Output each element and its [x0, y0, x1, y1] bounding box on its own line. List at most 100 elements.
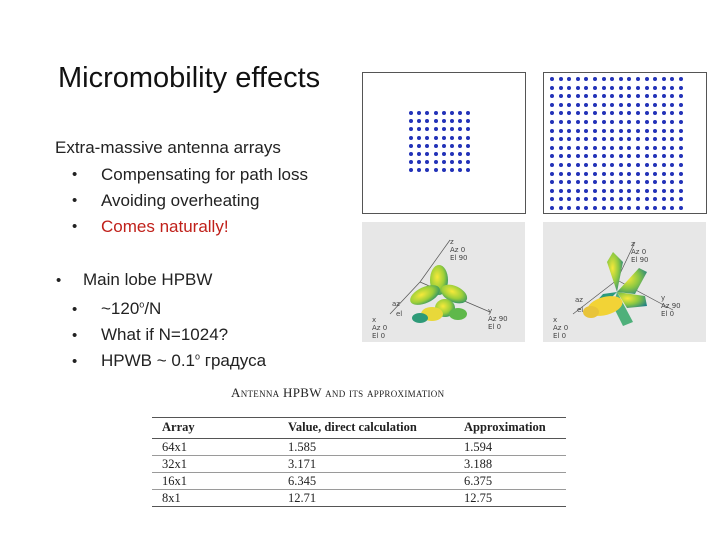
- antenna-element: [679, 163, 683, 167]
- antenna-element: [441, 143, 446, 148]
- antenna-element: [417, 160, 422, 165]
- antenna-element: [567, 197, 572, 202]
- antenna-element: [661, 188, 666, 193]
- table-caption: Antenna HPBW and its approximation: [231, 385, 445, 400]
- antenna-element: [558, 120, 563, 124]
- antenna-element: [433, 160, 438, 165]
- antenna-element: [409, 160, 413, 165]
- antenna-element: [567, 188, 572, 193]
- antenna-element: [550, 188, 554, 193]
- section2-item-1: ~120o/N: [101, 299, 162, 318]
- header-approx: Approximation: [454, 417, 566, 439]
- antenna-element: [558, 94, 563, 99]
- antenna-element: [567, 102, 572, 107]
- antenna-element: [618, 77, 623, 81]
- pattern-right-az0: Az 0: [631, 248, 647, 256]
- antenna-element: [644, 206, 649, 210]
- pattern-right-el0: El 0: [661, 310, 675, 318]
- antenna-element: [466, 168, 471, 173]
- antenna-element: [644, 137, 649, 142]
- antenna-element: [670, 102, 675, 107]
- antenna-element: [601, 137, 606, 142]
- antenna-element: [610, 77, 615, 81]
- antenna-element: [618, 171, 623, 176]
- section1-heading: Extra-massive antenna arrays: [55, 138, 281, 157]
- bullet-2-main: •: [56, 272, 62, 289]
- antenna-element: [618, 206, 623, 210]
- antenna-element: [653, 128, 658, 133]
- antenna-element: [593, 77, 597, 81]
- antenna-element: [644, 128, 649, 133]
- antenna-element: [425, 152, 430, 156]
- antenna-element: [458, 168, 463, 173]
- antenna-element: [584, 137, 589, 142]
- antenna-element: [575, 77, 580, 81]
- antenna-element: [644, 154, 649, 159]
- bullet-2-2: •: [72, 327, 78, 344]
- hpbw-table: Array Value, direct calculation Approxim…: [152, 417, 566, 507]
- header-array: Array: [152, 417, 278, 439]
- bullet-1-2: •: [72, 192, 78, 209]
- antenna-element: [458, 143, 463, 148]
- antenna-element: [466, 135, 471, 140]
- antenna-element: [601, 171, 606, 176]
- antenna-element: [558, 206, 563, 210]
- antenna-element: [661, 145, 666, 150]
- antenna-element: [567, 145, 572, 150]
- antenna-element: [593, 94, 597, 99]
- antenna-element: [601, 120, 606, 124]
- antenna-element: [670, 171, 675, 176]
- antenna-element: [636, 94, 640, 99]
- antenna-element: [458, 119, 463, 124]
- antenna-element: [653, 120, 658, 124]
- small-array-panel: [362, 72, 526, 214]
- pattern-left-az0: Az 0: [450, 246, 466, 254]
- antenna-element: [593, 145, 597, 150]
- antenna-element: [636, 85, 640, 90]
- antenna-element: [679, 154, 683, 159]
- antenna-element: [550, 197, 554, 202]
- table-row: 32x1 3.171 3.188: [152, 455, 566, 473]
- antenna-element: [575, 171, 580, 176]
- pattern-left-el-label: el: [396, 310, 403, 318]
- antenna-element: [441, 152, 446, 156]
- antenna-element: [618, 120, 623, 124]
- antenna-element: [593, 111, 597, 116]
- antenna-element: [450, 111, 454, 115]
- antenna-element: [558, 77, 563, 81]
- antenna-element: [409, 127, 413, 132]
- antenna-element: [441, 168, 446, 173]
- antenna-element: [550, 128, 554, 133]
- antenna-element: [679, 85, 683, 90]
- antenna-element: [661, 137, 666, 142]
- cell-array: 32x1: [152, 455, 278, 473]
- antenna-element: [417, 119, 422, 124]
- antenna-element: [584, 206, 589, 210]
- antenna-element: [670, 111, 675, 116]
- antenna-element: [610, 128, 615, 133]
- pattern-left-z: z: [450, 238, 454, 246]
- antenna-element: [584, 111, 589, 116]
- antenna-element: [627, 188, 632, 193]
- antenna-element: [593, 120, 597, 124]
- bullet-1-3: •: [72, 218, 78, 235]
- antenna-element: [550, 94, 554, 99]
- antenna-element: [558, 180, 563, 185]
- antenna-element: [610, 145, 615, 150]
- cell-approx: 6.375: [454, 472, 566, 490]
- antenna-element: [610, 120, 615, 124]
- antenna-element: [610, 137, 615, 142]
- antenna-element: [584, 154, 589, 159]
- antenna-element: [670, 137, 675, 142]
- antenna-element: [450, 160, 454, 165]
- antenna-element: [670, 128, 675, 133]
- radiation-pattern-left: z Az 0 El 90 y Az 90 El 0 x Az 0 El 0 az el: [362, 222, 525, 342]
- pattern-right-x: x: [553, 316, 558, 324]
- section2-item-3: HPWB ~ 0.1o градуса: [101, 351, 267, 370]
- antenna-element: [433, 119, 438, 124]
- antenna-element: [433, 135, 438, 140]
- antenna-element: [425, 168, 430, 173]
- antenna-element: [409, 111, 413, 115]
- antenna-element: [601, 128, 606, 133]
- antenna-element: [567, 154, 572, 159]
